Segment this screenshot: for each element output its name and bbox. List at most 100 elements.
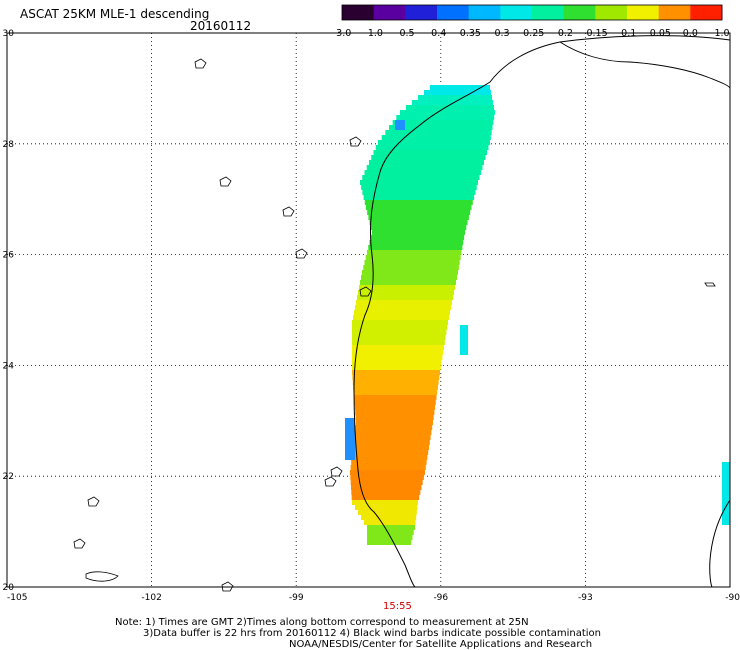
swath-cell (369, 220, 468, 225)
x-tick-labels: -105 -102 -99 -96 -93 -90 (7, 593, 740, 603)
plot-frame (6, 32, 731, 588)
lake-outline (359, 286, 372, 297)
y-tick-label: 22 (3, 472, 14, 482)
swath-cell (359, 285, 455, 290)
x-tick-label: -90 (725, 593, 740, 603)
swath-cell (367, 540, 412, 545)
swath-cell (352, 360, 442, 365)
swath-cell (352, 355, 443, 360)
grid (7, 33, 730, 587)
swath-cell (364, 200, 473, 205)
footnote-line-3: NOAA/NESDIS/Center for Satellite Applica… (289, 639, 593, 650)
swath-cell (354, 395, 437, 400)
y-tick-label: 26 (3, 251, 15, 261)
swath-cell (365, 255, 461, 260)
swath-cell (375, 145, 489, 150)
time-label: 15:55 (383, 601, 412, 612)
coastline-yucatan (709, 499, 731, 588)
x-tick-label: -96 (433, 593, 448, 603)
swath-cell (368, 245, 463, 250)
swath-cell (396, 115, 495, 120)
y-tick-label: 30 (3, 29, 15, 39)
swath-cell (367, 530, 414, 535)
colorbar-segment (437, 5, 470, 20)
swath-cell (395, 120, 405, 130)
footnote-line-2: 3)Data buffer is 22 hrs from 20160112 4)… (143, 628, 601, 639)
swath-cell (352, 330, 447, 335)
chart-date: 20160112 (190, 19, 252, 33)
swath-cell (361, 275, 457, 280)
lake-outline (221, 581, 234, 592)
swath-cell (367, 525, 415, 530)
x-tick-label: -99 (289, 593, 304, 603)
colorbar (341, 4, 723, 21)
swath-cell (355, 305, 451, 310)
swath-cell (353, 385, 438, 390)
colorbar-segment (690, 5, 723, 20)
lake-outline (219, 176, 232, 187)
swath-cell (367, 535, 413, 540)
y-tick-labels: 30 28 26 24 22 20 (3, 29, 15, 593)
swath-cell (363, 265, 459, 270)
colorbar-border (341, 4, 723, 21)
swath-cell (353, 315, 449, 320)
swath-cell (353, 445, 429, 450)
swath-cell (354, 435, 431, 440)
swath-cell (412, 100, 493, 105)
swath-cell (355, 415, 434, 420)
swath-cell (351, 495, 420, 500)
swath-cell (460, 325, 468, 355)
swath-cell (352, 325, 448, 330)
data-swath (345, 85, 730, 545)
footnote-line-1: Note: 1) Times are GMT 2)Times along bot… (115, 617, 529, 628)
swath-cell (372, 230, 465, 235)
swath-cell (345, 418, 355, 460)
swath-cell (352, 345, 444, 350)
colorbar-segment (373, 5, 406, 20)
swath-cell (371, 155, 486, 160)
chart-title: ASCAT 25KM MLE-1 descending (20, 7, 210, 21)
swath-cell (362, 270, 458, 275)
swath-cell (352, 340, 445, 345)
lake-outline (194, 58, 207, 69)
colorbar-segment (342, 5, 375, 20)
swath-cell (355, 410, 435, 415)
swath-cell (366, 165, 483, 170)
swath-cell (352, 320, 448, 325)
swath-cell (368, 215, 469, 220)
swath-cell (361, 515, 417, 520)
colorbar-segment (405, 5, 438, 20)
swath-cell (352, 375, 440, 380)
swath-cell (356, 420, 433, 425)
lake-outline (295, 248, 308, 259)
swath-cell (361, 185, 477, 190)
swath-cell (354, 405, 436, 410)
swath-cell (364, 260, 460, 265)
colorbar-segment (468, 5, 501, 20)
swath-cell (354, 400, 436, 405)
swath-cell (352, 380, 439, 385)
swath-cell (352, 500, 418, 505)
swath-cell (356, 300, 452, 305)
swath-cell (373, 150, 487, 155)
swath-cell (378, 140, 490, 145)
swath-cell (370, 225, 467, 230)
swath-cell (392, 120, 494, 125)
swath-cell (350, 465, 426, 470)
swath-cell (424, 90, 491, 95)
swath-cell (352, 450, 429, 455)
swath-cell (360, 180, 478, 185)
swath-cell (352, 365, 441, 370)
swath-cell (389, 125, 493, 130)
swath-cell (370, 235, 465, 240)
x-tick-label: -93 (578, 593, 593, 603)
swath-cell (360, 280, 456, 285)
colorbar-segment (627, 5, 660, 20)
swath-cell (369, 160, 484, 165)
swath-cell (366, 205, 472, 210)
coastline (73, 35, 731, 592)
lake-outline (87, 496, 100, 507)
swath-cell (350, 475, 424, 480)
swath-cell (352, 335, 446, 340)
